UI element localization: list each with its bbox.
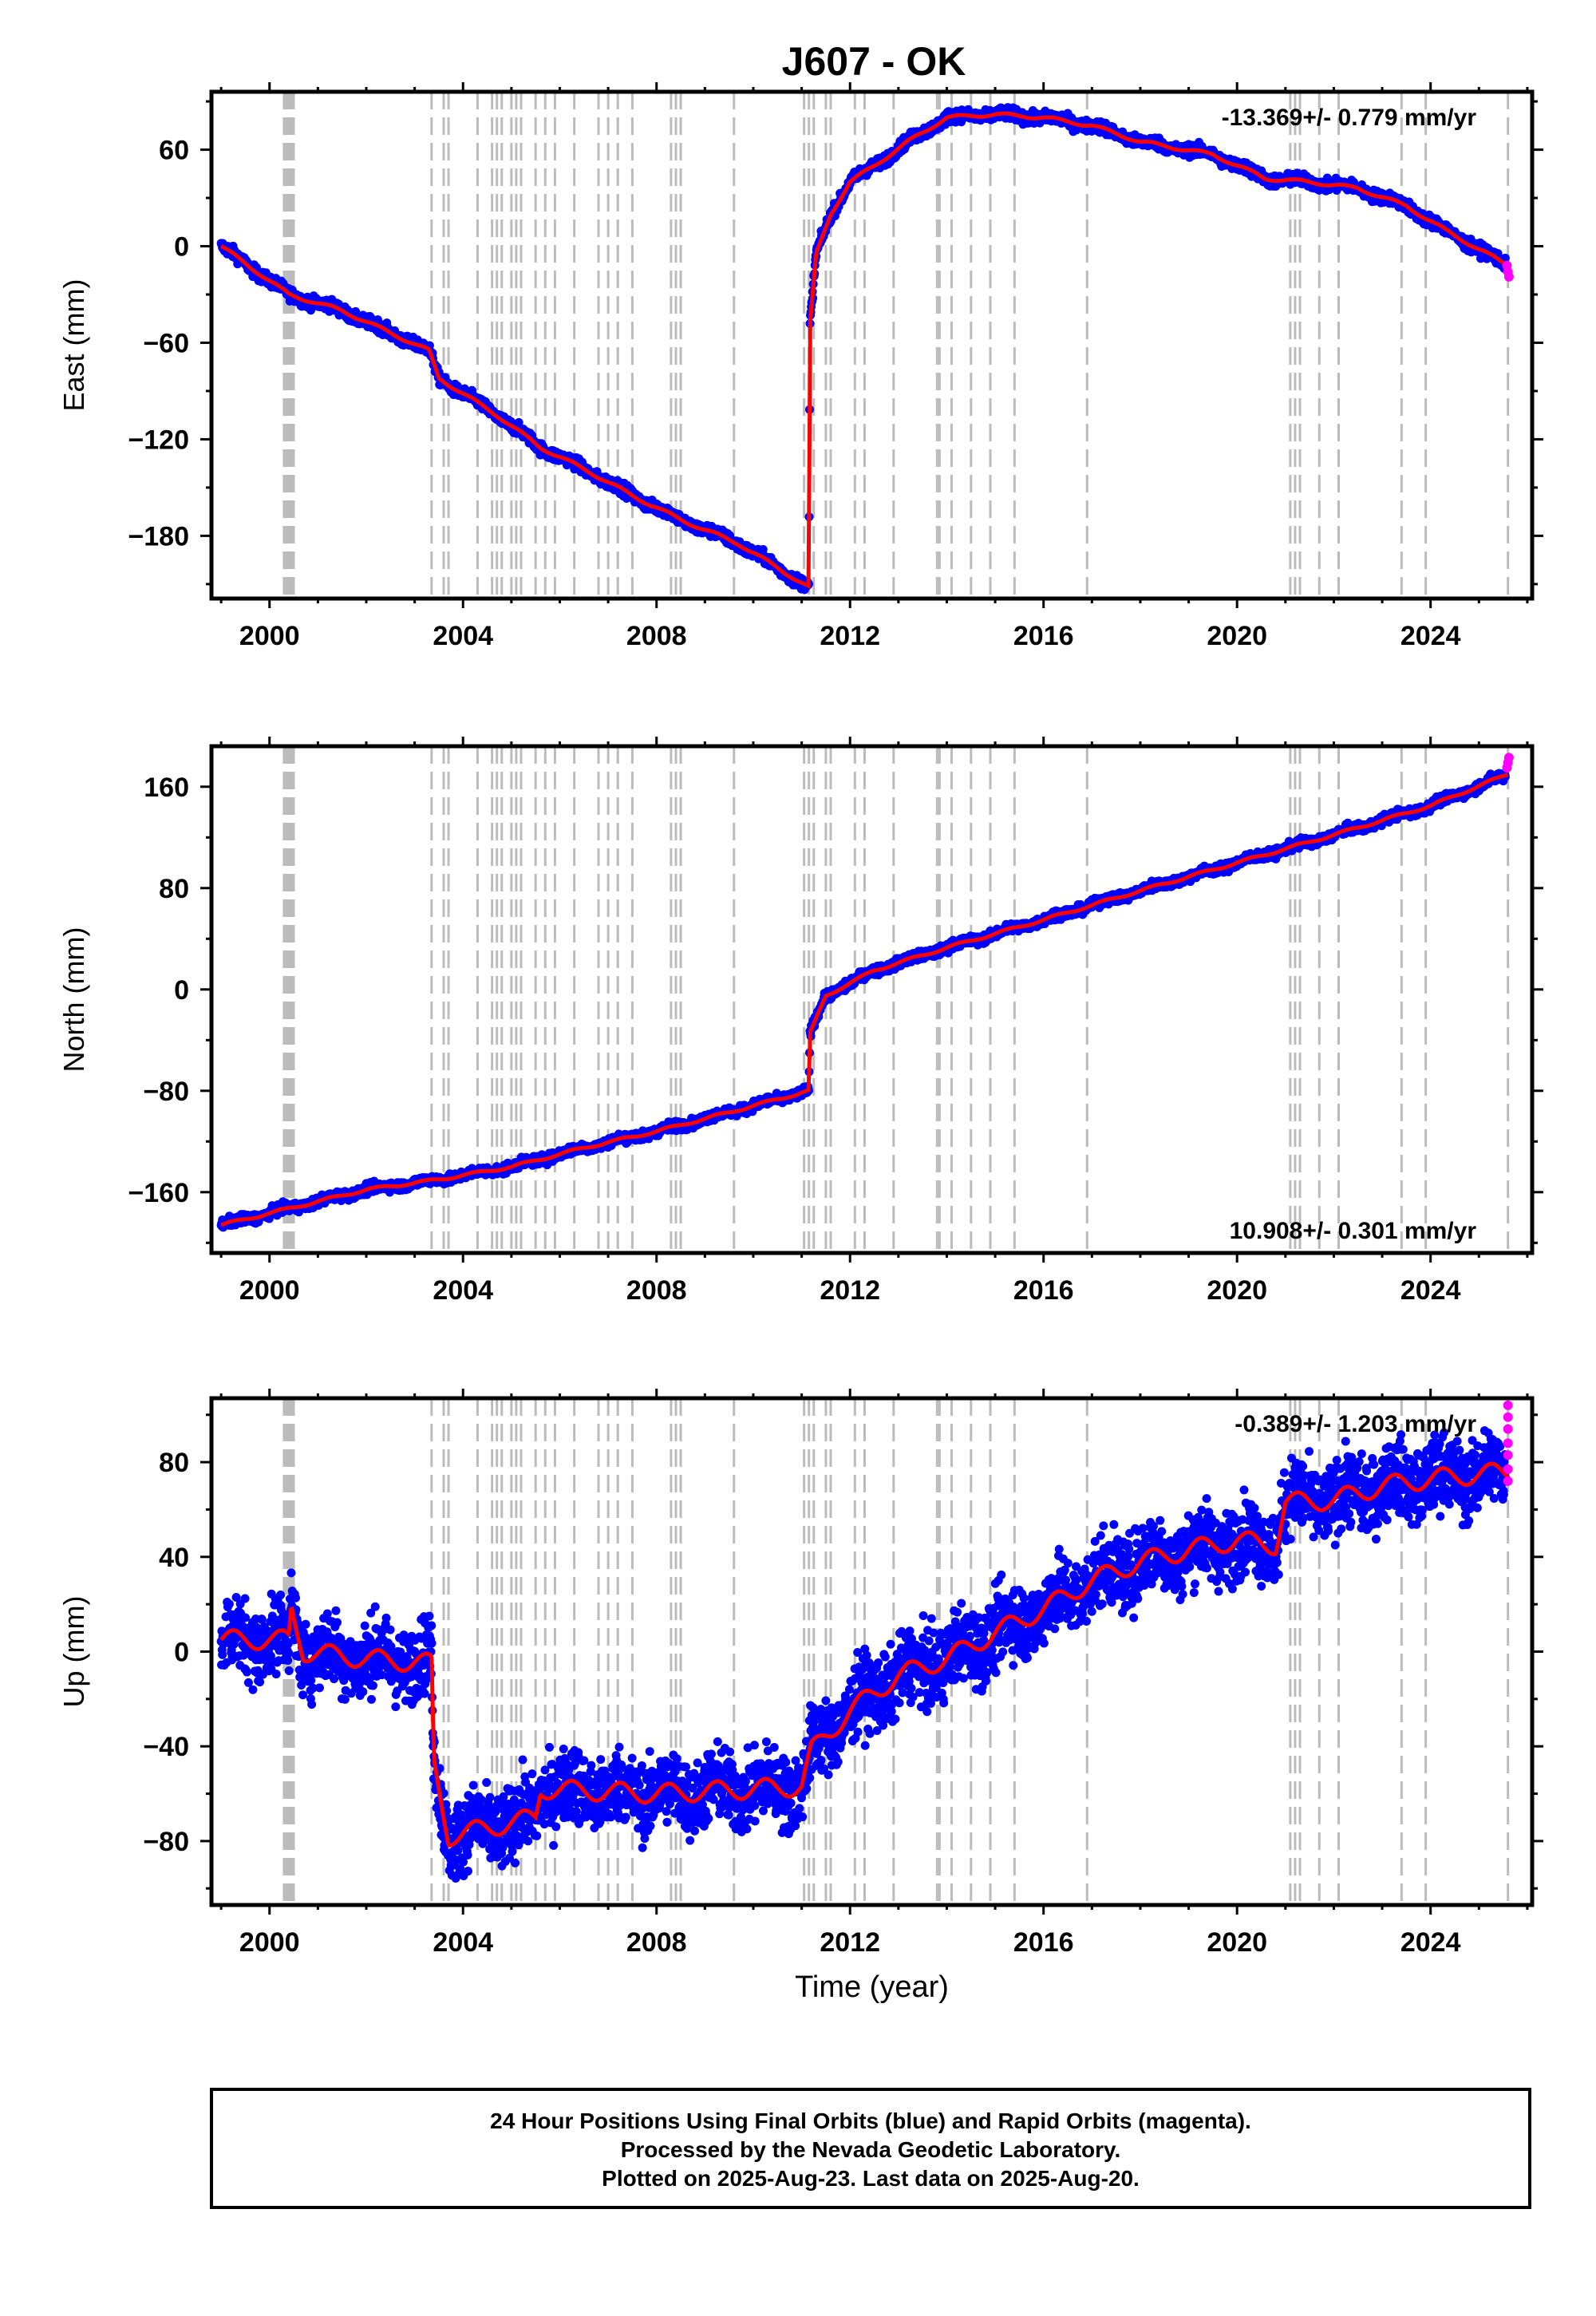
x-tick-label: 2024 — [1400, 621, 1461, 651]
panel-north: 2000 2004 2008 2012 2016 2020 2024160800−80−16… — [57, 737, 1543, 1306]
y-tick-label: 60 — [159, 136, 189, 166]
final-orbit-points — [216, 769, 1510, 1232]
y-tick-label: −120 — [128, 425, 189, 455]
panel-east: 2000 2004 2008 2012 2016 2020 2024 60 0 −60 −120 −1… — [57, 82, 1543, 651]
x-tick-label: 2004 — [433, 621, 493, 651]
x-tick-label: 2012 — [820, 621, 880, 651]
y-tick-label: 0 — [174, 232, 189, 263]
x-tick-label: 2020 — [1207, 621, 1267, 651]
y-axis-label: East (mm) — [57, 279, 90, 412]
x-tick-label: 2016 — [1013, 621, 1074, 651]
chart-title: J607 - OK — [781, 39, 966, 84]
x-tick-label: 2000 — [239, 621, 300, 651]
y-tick-label: −60 — [143, 328, 189, 358]
x-tick-label: 2008 — [626, 621, 687, 651]
plot-area — [216, 746, 1514, 1253]
rate-label: -13.369+/- 0.779 mm/yr — [1222, 105, 1477, 131]
y-tick-label: −180 — [128, 521, 189, 551]
final-orbit-points — [216, 103, 1510, 595]
rapid-orbit-point — [1503, 271, 1514, 282]
plot-area — [216, 92, 1514, 599]
